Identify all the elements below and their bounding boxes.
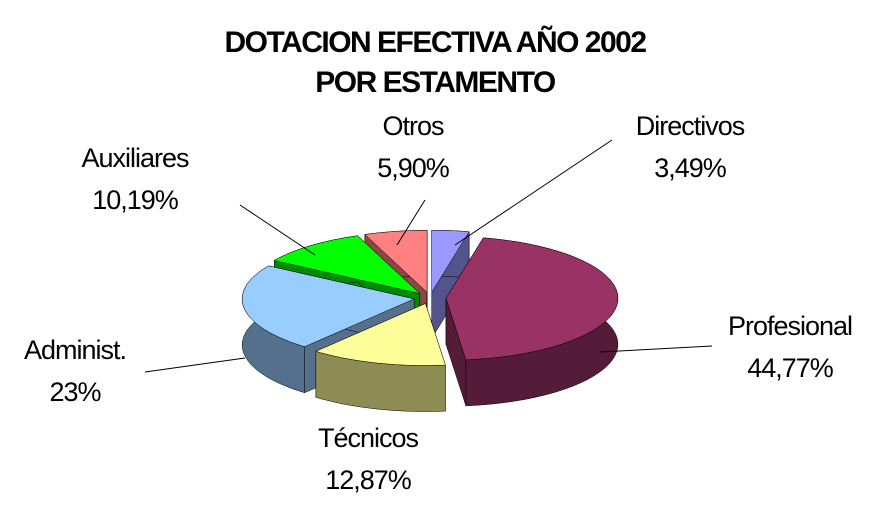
category-label: Directivos: [636, 111, 745, 141]
chart-title: DOTACION EFECTIVA AÑO 2002: [224, 25, 646, 59]
leader-line: [239, 204, 316, 256]
slice-top: [273, 235, 421, 294]
value-label: 3,49%: [654, 153, 727, 183]
slice-top: [241, 265, 416, 347]
leader-line: [396, 199, 426, 246]
category-label: Auxiliares: [81, 143, 189, 173]
pie-slice: [445, 236, 619, 407]
leader-line: [599, 345, 713, 353]
value-label: 5,90%: [377, 153, 450, 183]
value-label: 12,87%: [325, 465, 412, 495]
category-label: Otros: [382, 111, 444, 141]
slice-top: [445, 237, 619, 361]
slice-top: [431, 230, 470, 294]
value-label: 44,77%: [747, 353, 834, 383]
value-label: 10,19%: [92, 185, 179, 215]
leader-line: [454, 139, 613, 246]
leader-line: [144, 357, 246, 373]
category-label: Técnicos: [318, 423, 419, 453]
slice-top: [364, 230, 428, 293]
category-label: Profesional: [728, 311, 852, 341]
pie-slice: [315, 303, 446, 412]
slice-top: [315, 303, 446, 366]
value-label: 23%: [49, 377, 101, 407]
chart-title: POR ESTAMENTO: [315, 66, 556, 99]
category-label: Administ.: [24, 335, 126, 365]
